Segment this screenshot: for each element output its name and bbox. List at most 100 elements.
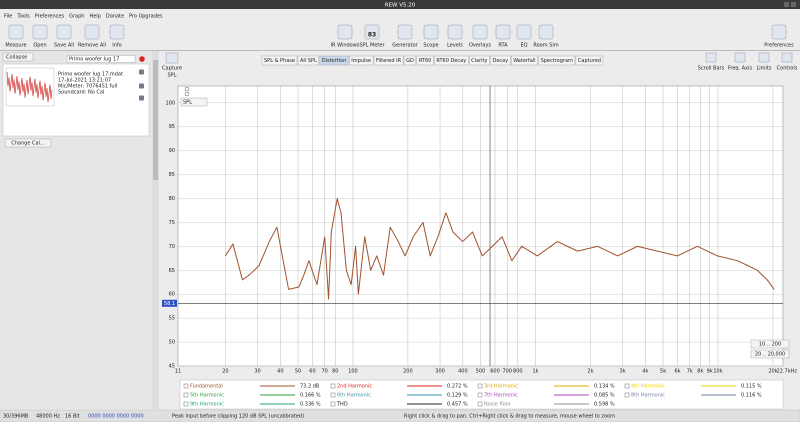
graph-tab[interactable] bbox=[403, 55, 417, 66]
graph-tool-label[interactable]: Freq. Axis bbox=[728, 66, 753, 72]
graph-tab[interactable] bbox=[575, 55, 604, 66]
toolbar-label[interactable]: Levels bbox=[447, 43, 463, 49]
capture-label[interactable]: Capture bbox=[162, 66, 182, 72]
graph-tab-label[interactable]: Impulse bbox=[351, 58, 371, 64]
toolbar-label[interactable]: Room Sim bbox=[533, 43, 558, 49]
toolbar-label[interactable]: SPL Meter bbox=[359, 43, 385, 49]
zoom-button[interactable] bbox=[184, 86, 190, 92]
toolbar-icon[interactable] bbox=[109, 24, 125, 40]
menu-item[interactable]: Preferences bbox=[35, 14, 65, 20]
toolbar-label[interactable]: Scope bbox=[423, 43, 438, 49]
graph-tab-label[interactable]: Decay bbox=[492, 58, 508, 64]
range-button[interactable] bbox=[750, 339, 790, 349]
toolbar-icon[interactable] bbox=[84, 24, 100, 40]
legend-checkbox[interactable] bbox=[477, 392, 483, 398]
toolbar-label[interactable]: RTA bbox=[498, 43, 508, 49]
graph-tab-label[interactable]: Waterfall bbox=[513, 58, 535, 64]
menu-item[interactable]: Tools bbox=[16, 14, 30, 20]
graph-tool-label[interactable]: Scroll Bars bbox=[698, 66, 725, 72]
graph-tab[interactable] bbox=[490, 55, 511, 66]
legend-checkbox[interactable] bbox=[183, 383, 189, 389]
menu-item[interactable]: Help bbox=[89, 14, 100, 20]
window-button[interactable] bbox=[791, 2, 796, 7]
toolbar-icon[interactable] bbox=[771, 24, 787, 40]
legend-checkbox[interactable] bbox=[183, 401, 189, 407]
zoom-button[interactable] bbox=[184, 91, 190, 97]
y-selector[interactable] bbox=[180, 97, 208, 107]
graph-tool-icon[interactable] bbox=[781, 52, 793, 63]
toolbar-icon[interactable] bbox=[516, 24, 532, 40]
capture-icon[interactable] bbox=[165, 52, 179, 64]
toolbar-icon[interactable] bbox=[538, 24, 554, 40]
toolbar-icon[interactable] bbox=[423, 24, 439, 40]
legend-checkbox[interactable] bbox=[477, 383, 483, 389]
scrollbar[interactable] bbox=[152, 51, 159, 409]
graph-tab[interactable] bbox=[538, 55, 576, 66]
menu-item[interactable]: Graph bbox=[69, 14, 84, 20]
toolbar-label[interactable]: Overlays bbox=[469, 43, 491, 49]
graph-tab-label[interactable]: All SPL bbox=[300, 58, 317, 64]
range-button[interactable] bbox=[750, 349, 790, 359]
toolbar-icon[interactable] bbox=[447, 24, 463, 40]
y-selector-label[interactable]: SPL bbox=[183, 100, 192, 106]
graph-tool-icon[interactable] bbox=[705, 52, 717, 63]
toolbar-label[interactable]: Preferences bbox=[764, 43, 794, 49]
graph-tab-label[interactable]: SPL & Phase bbox=[264, 58, 295, 64]
graph-tab-label[interactable]: RT60 bbox=[419, 58, 432, 64]
toolbar-label[interactable]: EQ bbox=[520, 43, 527, 49]
toolbar-icon[interactable] bbox=[56, 24, 72, 40]
menu-item[interactable]: Donate bbox=[106, 14, 124, 20]
graph-tab-label[interactable]: GD bbox=[406, 58, 414, 64]
range-button-label[interactable]: 10 .. 200 bbox=[759, 342, 781, 348]
toolbar-label[interactable]: Info bbox=[112, 43, 121, 49]
collapse-button[interactable] bbox=[2, 52, 34, 62]
legend-checkbox[interactable] bbox=[330, 401, 336, 407]
measurement-action[interactable] bbox=[139, 69, 144, 75]
change-cal-button[interactable] bbox=[4, 138, 52, 148]
measurement-action[interactable] bbox=[139, 95, 144, 101]
graph-tab[interactable] bbox=[349, 55, 374, 66]
graph-tab[interactable] bbox=[434, 55, 469, 66]
measurement-name[interactable]: Primo woofer lug 17 bbox=[69, 57, 119, 63]
toolbar-label[interactable]: Measure bbox=[5, 43, 26, 49]
graph-tool-icon[interactable] bbox=[758, 52, 770, 63]
legend-checkbox[interactable] bbox=[330, 383, 336, 389]
legend-checkbox[interactable] bbox=[183, 392, 189, 398]
collapse-label[interactable]: Collapse bbox=[6, 55, 27, 61]
legend-checkbox[interactable] bbox=[624, 392, 630, 398]
toolbar-label[interactable]: Open bbox=[33, 43, 46, 49]
graph-tab[interactable] bbox=[297, 55, 319, 66]
toolbar-icon[interactable] bbox=[495, 24, 511, 40]
menu-item[interactable]: File bbox=[4, 14, 12, 20]
menu-item[interactable]: Pro Upgrades bbox=[129, 14, 163, 20]
graph-tool-label[interactable]: Controls bbox=[777, 66, 798, 72]
graph-tab[interactable] bbox=[373, 55, 404, 66]
measurement-action[interactable] bbox=[139, 83, 144, 89]
graph-tab[interactable] bbox=[319, 55, 349, 66]
graph-tool-label[interactable]: Limits bbox=[757, 66, 772, 72]
scrollbar-thumb[interactable] bbox=[153, 60, 158, 180]
toolbar-icon[interactable] bbox=[364, 24, 380, 40]
toolbar-label[interactable]: IR Windows bbox=[331, 43, 360, 49]
range-button-label[interactable]: 20 .. 20,000 bbox=[755, 352, 785, 358]
graph-tab[interactable] bbox=[510, 55, 538, 66]
graph-tab-label[interactable]: Captured bbox=[578, 58, 601, 64]
graph-tab-label[interactable]: Filtered IR bbox=[376, 58, 402, 64]
graph-tab-label[interactable]: RT60 Decay bbox=[436, 58, 466, 64]
change-cal-label[interactable]: Change Cal... bbox=[11, 141, 45, 147]
graph-tab-label[interactable]: Spectrogram bbox=[541, 58, 573, 64]
toolbar-label[interactable]: Remove All bbox=[78, 43, 106, 49]
legend-checkbox[interactable] bbox=[330, 392, 336, 398]
graph-tab[interactable] bbox=[468, 55, 490, 66]
legend-checkbox[interactable] bbox=[624, 383, 630, 389]
graph-tab-label[interactable]: Clarity bbox=[471, 58, 487, 64]
toolbar-icon[interactable] bbox=[8, 24, 24, 40]
window-button[interactable] bbox=[784, 2, 789, 7]
toolbar-label[interactable]: Generator bbox=[392, 43, 418, 49]
toolbar-label[interactable]: Save All bbox=[54, 43, 74, 49]
remove-icon[interactable] bbox=[139, 56, 145, 62]
graph-tab-label[interactable]: Distortion bbox=[322, 58, 347, 64]
graph-tool-icon[interactable] bbox=[734, 52, 746, 63]
toolbar-icon[interactable] bbox=[472, 24, 488, 40]
toolbar-icon[interactable] bbox=[337, 24, 353, 40]
